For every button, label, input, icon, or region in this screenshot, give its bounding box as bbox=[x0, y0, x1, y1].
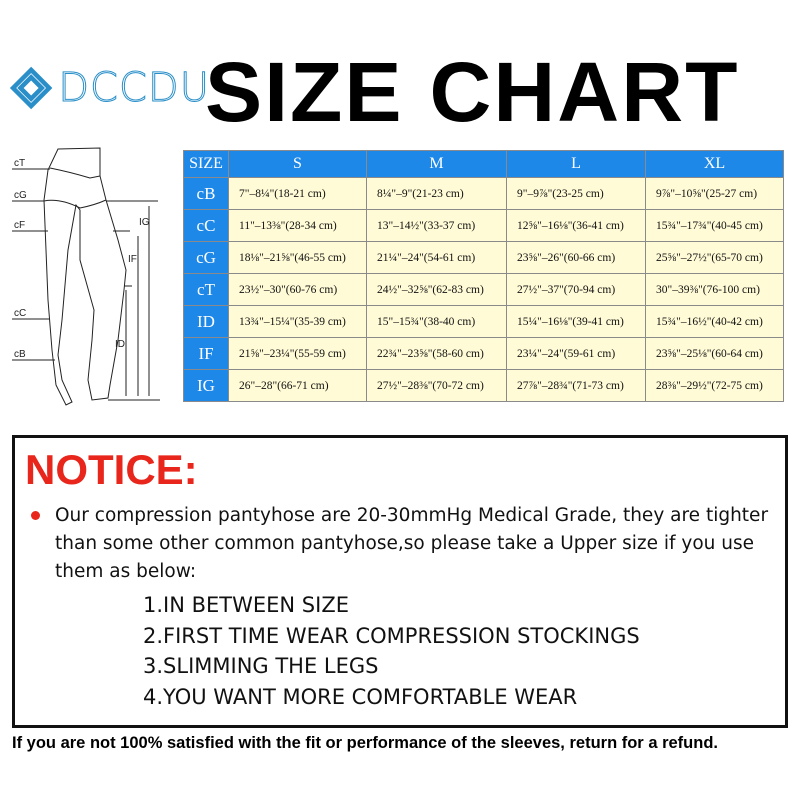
header-m: M bbox=[366, 150, 507, 178]
table-cell: 15"–15¾"(38-40 cm) bbox=[366, 305, 507, 338]
label-cT: cT bbox=[14, 158, 25, 169]
table-cell: 21¼"–24"(54-61 cm) bbox=[366, 241, 507, 274]
table-cell: 23½"–30"(60-76 cm) bbox=[228, 273, 367, 306]
table-row: cG 18⅛"–21⅝"(46-55 cm) 21¼"–24"(54-61 cm) 2… bbox=[183, 241, 784, 274]
bullet-icon bbox=[31, 511, 40, 520]
table-cell: 27½"–37"(70-94 cm) bbox=[506, 273, 646, 306]
leg-measurement-diagram: cT cG cF cC cB IG IF ID bbox=[12, 147, 160, 406]
list-item: 4.YOU WANT MORE COMFORTABLE WEAR bbox=[143, 684, 578, 709]
table-row: cC 11"–13⅜"(28-34 cm) 13"–14½"(33-37 cm) 12… bbox=[183, 209, 784, 242]
table-cell: 18⅛"–21⅝"(46-55 cm) bbox=[228, 241, 367, 274]
logo-text: DCCDU bbox=[58, 65, 210, 112]
label-IG: IG bbox=[139, 217, 150, 228]
label-cG: cG bbox=[14, 190, 27, 201]
notice-title: NOTICE: bbox=[25, 446, 198, 493]
list-item: 1.IN BETWEEN SIZE bbox=[143, 593, 349, 617]
table-cell: 13"–14½"(33-37 cm) bbox=[366, 209, 507, 242]
label-cB: cB bbox=[14, 349, 26, 360]
row-label: IF bbox=[183, 337, 229, 370]
table-cell: 15¾"–17¾"(40-45 cm) bbox=[645, 209, 784, 242]
table-cell: 22¾"–23⅝"(58-60 cm) bbox=[366, 337, 507, 370]
list-item: 2.FIRST TIME WEAR COMPRESSION STOCKINGS bbox=[143, 623, 640, 648]
logo-knot-icon bbox=[10, 66, 53, 110]
table-row: IG 26"–28"(66-71 cm) 27½"–28⅜"(70-72 cm) 27… bbox=[183, 369, 784, 402]
measure-lines bbox=[12, 168, 160, 401]
label-ID: ID bbox=[115, 339, 125, 350]
table-cell: 12⅝"–16⅛"(36-41 cm) bbox=[506, 209, 646, 242]
table-cell: 25⅝"–27½"(65-70 cm) bbox=[645, 241, 784, 274]
table-cell: 13¾"–15¼"(35-39 cm) bbox=[228, 305, 367, 338]
notice-box: NOTICE: Our compression pantyhose are 20… bbox=[12, 435, 788, 728]
table-header-row: SIZE S M L XL bbox=[183, 150, 784, 178]
list-item: 3.SLIMMING THE LEGS bbox=[143, 654, 379, 678]
label-cF: cF bbox=[14, 220, 25, 231]
table-cell: 24½"–32⅝"(62-83 cm) bbox=[366, 273, 507, 306]
table-cell: 15¼"–16⅛"(39-41 cm) bbox=[506, 305, 646, 338]
table-cell: 7"–8¼"(18-21 cm) bbox=[228, 177, 367, 210]
table-cell: 15¾"–16½"(40-42 cm) bbox=[645, 305, 784, 338]
table-cell: 23⅝"–25⅛"(60-64 cm) bbox=[645, 337, 784, 370]
notice-text: Our compression pantyhose are 20-30mmHg … bbox=[55, 505, 769, 582]
row-label: ID bbox=[183, 305, 229, 338]
size-table: SIZE S M L XL cB 7"–8¼"(18-21 cm) 8¼"–9"(2… bbox=[183, 150, 784, 402]
row-label: cG bbox=[183, 241, 229, 274]
table-cell: 27⅞"–28¾"(71-73 cm) bbox=[506, 369, 646, 402]
table-row: cB 7"–8¼"(18-21 cm) 8¼"–9"(21-23 cm) 9"–9⅞"… bbox=[183, 177, 784, 210]
header-s: S bbox=[228, 150, 367, 178]
table-cell: 27½"–28⅜"(70-72 cm) bbox=[366, 369, 507, 402]
row-label: IG bbox=[183, 369, 229, 402]
notice-list: 1.IN BETWEEN SIZE 2.FIRST TIME WEAR COMP… bbox=[143, 590, 640, 712]
label-IF: IF bbox=[128, 254, 137, 265]
table-cell: 30"–39⅜"(76-100 cm) bbox=[645, 273, 784, 306]
brand-logo: DCCDU bbox=[10, 58, 210, 118]
row-label: cT bbox=[183, 273, 229, 306]
header-l: L bbox=[506, 150, 646, 178]
table-cell: 9⅞"–10⅝"(25-27 cm) bbox=[645, 177, 784, 210]
table-cell: 11"–13⅜"(28-34 cm) bbox=[228, 209, 367, 242]
refund-footer: If you are not 100% satisfied with the f… bbox=[12, 734, 718, 752]
table-row: ID 13¾"–15¼"(35-39 cm) 15"–15¾"(38-40 cm) 1… bbox=[183, 305, 784, 338]
table-cell: 23⅝"–26"(60-66 cm) bbox=[506, 241, 646, 274]
row-label: cC bbox=[183, 209, 229, 242]
table-cell: 28⅜"–29½"(72-75 cm) bbox=[645, 369, 784, 402]
table-cell: 9"–9⅞"(23-25 cm) bbox=[506, 177, 646, 210]
notice-body: Our compression pantyhose are 20-30mmHg … bbox=[31, 502, 773, 586]
table-cell: 26"–28"(66-71 cm) bbox=[228, 369, 367, 402]
header-xl: XL bbox=[645, 150, 784, 178]
table-row: IF 21⅝"–23¼"(55-59 cm) 22¾"–23⅝"(58-60 cm)… bbox=[183, 337, 784, 370]
table-cell: 21⅝"–23¼"(55-59 cm) bbox=[228, 337, 367, 370]
table-row: cT 23½"–30"(60-76 cm) 24½"–32⅝"(62-83 cm) 2… bbox=[183, 273, 784, 306]
label-cC: cC bbox=[14, 308, 26, 319]
header-size: SIZE bbox=[183, 150, 229, 178]
table-cell: 8¼"–9"(21-23 cm) bbox=[366, 177, 507, 210]
row-label: cB bbox=[183, 177, 229, 210]
table-cell: 23¼"–24"(59-61 cm) bbox=[506, 337, 646, 370]
page-title: SIZE CHART bbox=[205, 45, 740, 139]
